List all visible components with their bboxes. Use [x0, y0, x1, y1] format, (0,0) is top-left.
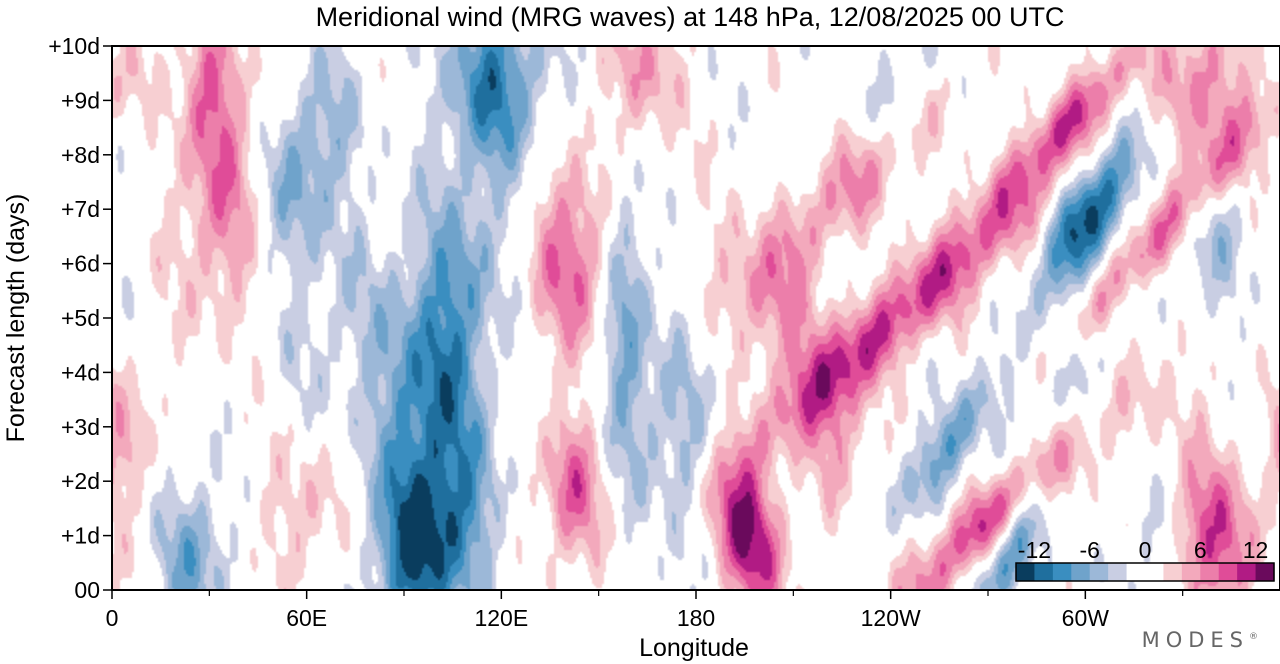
x-tick-label: 180 [677, 605, 715, 631]
y-tick-label: +5d [61, 305, 100, 331]
x-tick-label: 60E [286, 605, 327, 631]
colorbar-label: 12 [1243, 537, 1269, 563]
colorbar-swatch [1016, 563, 1036, 581]
y-axis-label: Forecast length (days) [2, 194, 30, 443]
colorbar-swatch [1108, 563, 1128, 581]
plot-area [111, 45, 1280, 591]
x-tick-label: 60W [1062, 605, 1110, 631]
y-tick-label: +8d [61, 142, 100, 168]
y-tick-label: +10d [48, 33, 100, 59]
colorbar-swatch [1163, 563, 1183, 581]
colorbar-label: 0 [1139, 537, 1152, 563]
colorbar-swatch [1126, 563, 1146, 581]
modes-brand-logo: MODES® [1141, 628, 1258, 652]
colorbar-swatch [1034, 563, 1054, 581]
x-axis: 0 60E 120E 180 120W 60W [106, 590, 1184, 631]
wind-field-heatmap [112, 46, 1280, 590]
colorbar-label: -12 [1018, 537, 1051, 563]
colorbar-swatch [1145, 563, 1165, 581]
y-tick-label: +4d [61, 359, 100, 385]
y-tick-label: +6d [61, 251, 100, 277]
colorbar-labels: -12 -6 0 6 12 [1018, 537, 1269, 563]
x-axis-label: Longitude [639, 634, 749, 662]
y-tick-label: 00 [74, 577, 100, 603]
colorbar-swatch [1237, 563, 1257, 581]
chart-title: Meridional wind (MRG waves) at 148 hPa, … [316, 2, 1065, 32]
x-tick-label: 120E [474, 605, 528, 631]
y-tick-label: +9d [61, 87, 100, 113]
colorbar-swatch [1071, 563, 1091, 581]
y-tick-label: +2d [61, 468, 100, 494]
colorbar-label: -6 [1079, 537, 1099, 563]
colorbar-swatch [1089, 563, 1109, 581]
x-tick-label: 120W [861, 605, 921, 631]
colorbar-swatch [1052, 563, 1072, 581]
colorbar-swatch [1200, 563, 1220, 581]
colorbar: -12 -6 0 6 12 [1015, 537, 1275, 582]
y-tick-label: +3d [61, 414, 100, 440]
colorbar-swatch [1218, 563, 1238, 581]
colorbar-swatch [1255, 563, 1275, 581]
y-tick-label: +7d [61, 196, 100, 222]
colorbar-swatches [1016, 563, 1275, 581]
colorbar-frame [1015, 562, 1275, 582]
colorbar-label: 6 [1194, 537, 1207, 563]
y-axis: 00 +1d +2d +3d +4d +5d +6d +7d +8d +9d +10d [48, 33, 112, 603]
x-tick-label: 0 [106, 605, 119, 631]
y-tick-label: +1d [61, 523, 100, 549]
colorbar-swatch [1181, 563, 1201, 581]
